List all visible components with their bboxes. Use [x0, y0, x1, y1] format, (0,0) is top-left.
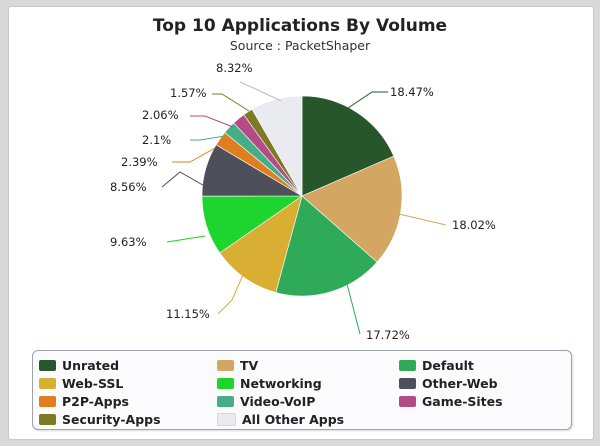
leader-line	[341, 91, 388, 113]
leader-line	[346, 283, 361, 335]
legend-label: Video-VoIP	[240, 394, 316, 409]
legend-swatch	[217, 413, 236, 426]
legend-label: Networking	[240, 376, 322, 391]
leader-line	[190, 115, 234, 128]
legend-item[interactable]: Video-VoIP	[217, 393, 315, 410]
slice-data-label: 8.56%	[110, 180, 147, 194]
slice-data-label: 2.39%	[121, 155, 158, 169]
pie-slice-all-other-apps[interactable]	[251, 95, 303, 198]
legend-swatch	[399, 360, 416, 371]
legend-item[interactable]: TV	[217, 357, 258, 374]
slice-data-label: 18.02%	[452, 218, 496, 232]
slice-data-label: 8.32%	[216, 61, 253, 75]
pie-slice-web-ssl[interactable]	[219, 195, 303, 293]
legend-item[interactable]: Security-Apps	[39, 411, 161, 428]
leader-line	[212, 93, 250, 112]
slice-data-label: 2.06%	[142, 108, 179, 122]
slice-data-label: 11.15%	[166, 307, 210, 321]
legend-item[interactable]: Default	[399, 357, 474, 374]
legend-item[interactable]: All Other Apps	[217, 411, 344, 428]
legend-label: Other-Web	[422, 376, 498, 391]
leader-line	[239, 81, 282, 102]
slice-data-label: 1.57%	[170, 86, 207, 100]
legend-swatch	[39, 360, 56, 371]
legend-label: Game-Sites	[422, 394, 503, 409]
legend-swatch	[399, 378, 416, 389]
legend-swatch	[39, 396, 56, 407]
leader-line	[166, 235, 206, 243]
leader-line	[217, 274, 244, 315]
chart-subtitle: Source : PacketShaper	[229, 38, 371, 53]
leader-line	[172, 147, 216, 163]
legend-swatch	[399, 396, 416, 407]
slice-data-label: 17.72%	[366, 328, 410, 342]
legend-label: TV	[240, 358, 259, 373]
legend-label: P2P-Apps	[62, 394, 129, 409]
legend-label: All Other Apps	[242, 412, 345, 427]
legend-label: Unrated	[62, 358, 120, 373]
slice-data-label: 2.1%	[142, 133, 171, 147]
slice-data-label: 18.47%	[390, 85, 434, 99]
legend-item[interactable]: Game-Sites	[399, 393, 503, 410]
legend-item[interactable]: Networking	[217, 375, 322, 392]
legend-swatch	[39, 414, 56, 425]
legend-swatch	[217, 378, 234, 389]
chart-title: Top 10 Applications By Volume	[152, 16, 448, 36]
legend-item[interactable]: P2P-Apps	[39, 393, 129, 410]
legend-swatch	[217, 360, 234, 371]
leader-line	[398, 213, 447, 226]
legend-item[interactable]: Unrated	[39, 357, 119, 374]
leader-line	[190, 135, 226, 141]
leader-line	[161, 171, 209, 189]
pie-slice-default[interactable]	[275, 195, 378, 297]
legend-item[interactable]: Web-SSL	[39, 375, 123, 392]
chart-legend: Unrated TV Default Web-SSL Networking Other-W…	[32, 350, 572, 430]
legend-label: Default	[422, 358, 474, 373]
legend-label: Web-SSL	[62, 376, 124, 391]
legend-swatch	[217, 396, 234, 407]
pie-slice-tv[interactable]	[301, 155, 403, 263]
legend-label: Security-Apps	[62, 412, 161, 427]
slice-data-label: 9.63%	[110, 235, 147, 249]
legend-swatch	[39, 378, 56, 389]
legend-item[interactable]: Other-Web	[399, 375, 498, 392]
pie-slice-unrated[interactable]	[301, 95, 395, 197]
